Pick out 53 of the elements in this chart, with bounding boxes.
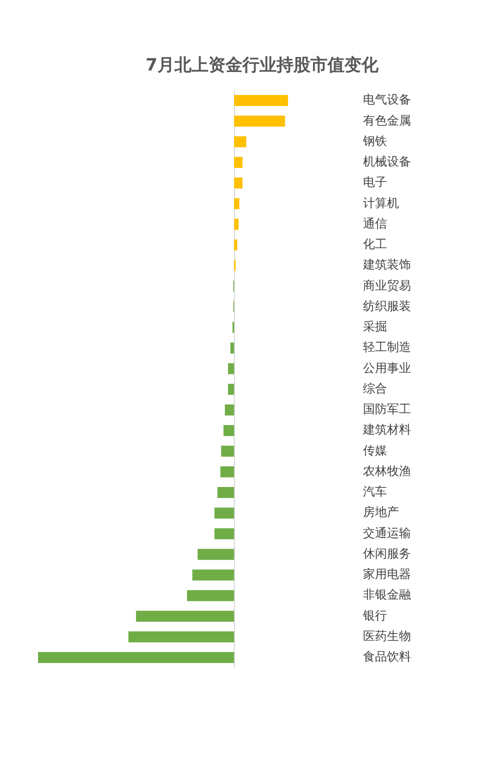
y-tick-label: 银行 xyxy=(362,608,387,622)
y-tick-label: 钢铁 xyxy=(362,134,387,148)
y-tick-label: 农林牧渔 xyxy=(363,464,411,478)
bar xyxy=(128,631,234,642)
bar xyxy=(234,95,288,106)
y-tick-label: 商业贸易 xyxy=(363,278,411,292)
bar xyxy=(234,239,238,250)
y-tick-label: 汽车 xyxy=(363,484,387,499)
bar xyxy=(230,342,234,354)
bar xyxy=(192,569,234,580)
y-tick-label: 休闲服务 xyxy=(363,546,411,560)
y-tick-label: 公用事业 xyxy=(363,360,411,375)
bar xyxy=(198,548,234,560)
bar xyxy=(234,198,240,210)
y-tick-label: 传媒 xyxy=(363,443,387,458)
bar xyxy=(224,404,234,416)
y-tick-label: 电气设备 xyxy=(363,92,411,107)
bar xyxy=(214,528,234,540)
chart-title: 7月北上资金行业持股市值变化 xyxy=(146,55,380,76)
bar xyxy=(221,446,234,457)
y-tick-label: 有色金属 xyxy=(363,113,411,128)
y-tick-label: 建筑材料 xyxy=(362,422,411,437)
bar xyxy=(220,466,234,478)
bar xyxy=(234,156,243,168)
y-tick-label: 电子 xyxy=(363,175,387,190)
y-tick-label: 化工 xyxy=(363,237,387,252)
bar xyxy=(214,508,234,519)
y-tick-label: 交通运输 xyxy=(363,526,411,540)
y-tick-label: 机械设备 xyxy=(363,154,411,169)
y-tick-label: 食品饮料 xyxy=(363,650,411,664)
bar xyxy=(223,425,234,436)
y-tick-label: 房地产 xyxy=(363,505,399,520)
y-tick-label: 家用电器 xyxy=(363,567,411,582)
y-tick-label: 采掘 xyxy=(363,320,387,334)
bar xyxy=(187,590,234,602)
y-tick-label: 建筑装饰 xyxy=(362,258,411,272)
bar xyxy=(234,116,286,127)
y-tick-label: 通信 xyxy=(363,216,387,230)
y-tick-label: 综合 xyxy=(363,381,387,396)
y-tick-label: 纺织服装 xyxy=(363,298,411,313)
bar xyxy=(234,136,246,148)
y-tick-label: 非银金融 xyxy=(363,588,411,602)
bar xyxy=(38,652,234,663)
bar xyxy=(136,610,234,622)
bar xyxy=(234,178,243,189)
y-tick-label: 计算机 xyxy=(363,196,399,210)
bar xyxy=(228,384,234,395)
bar xyxy=(228,363,234,374)
y-tick-label: 国防军工 xyxy=(363,402,411,416)
bar xyxy=(234,218,239,230)
bar xyxy=(217,486,234,498)
y-tick-label: 医药生物 xyxy=(363,628,411,643)
y-tick-label: 轻工制造 xyxy=(363,340,411,354)
